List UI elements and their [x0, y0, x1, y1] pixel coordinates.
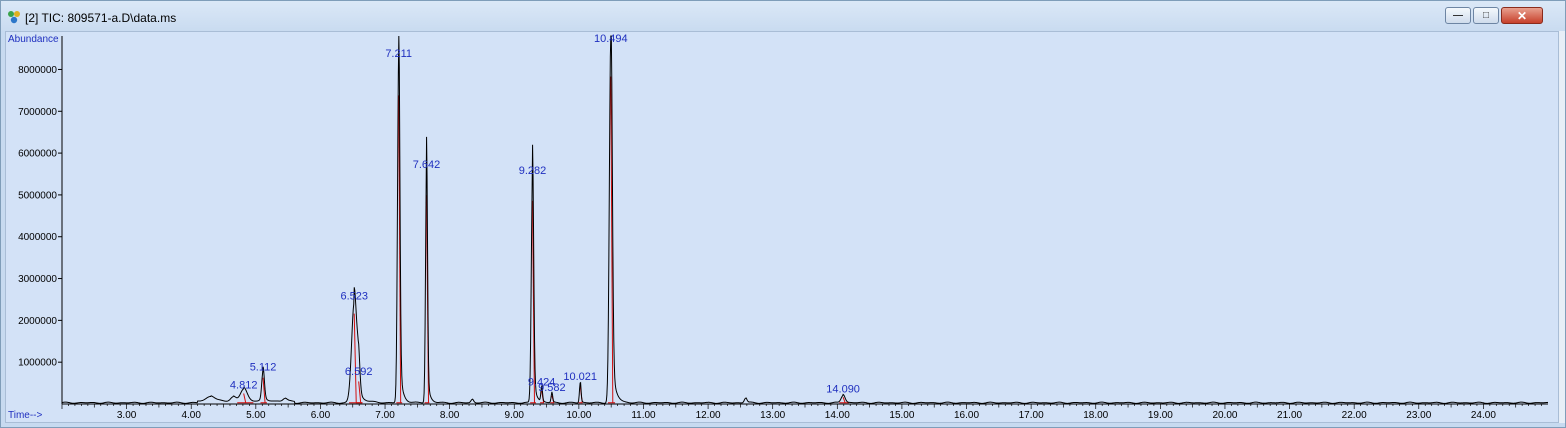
x-axis-label: Time-->	[8, 410, 43, 421]
y-tick-label: 4000000	[18, 232, 57, 243]
peak-label: 10.494	[594, 33, 628, 45]
x-ticks: 3.00 4.00 5.00 6.00 7.00 8.00 9.00 10.00 11.00 12…	[61, 404, 1542, 421]
y-tick-label: 2000000	[18, 316, 57, 327]
integration-mark	[243, 393, 247, 403]
x-tick-label: 20.00	[1212, 410, 1237, 421]
close-button[interactable]: ✕	[1501, 7, 1543, 24]
x-tick-label: 13.00	[760, 410, 785, 421]
x-tick-label: 15.00	[889, 410, 914, 421]
peak-label: 7.642	[413, 159, 441, 171]
peak-labels: 4.812 5.112 6.523 6.592 7.211 7.642 9.282 9.424…	[230, 33, 860, 395]
x-tick-label: 9.00	[505, 410, 525, 421]
x-tick-label: 3.00	[117, 410, 137, 421]
peak-label: 7.211	[385, 48, 412, 60]
x-tick-label: 6.00	[311, 410, 331, 421]
integration-mark	[610, 76, 614, 403]
y-axis-label: Abundance	[8, 34, 59, 45]
peak-label: 4.812	[230, 379, 258, 391]
chromatogram-plot-area[interactable]: Abundance Time--> 1000000 2000000 3000000 4…	[5, 31, 1559, 423]
y-tick-label: 1000000	[18, 358, 57, 369]
x-tick-label: 17.00	[1019, 410, 1044, 421]
integration-mark	[262, 377, 266, 403]
y-tick-label: 3000000	[18, 274, 57, 285]
chemstation-app-icon	[8, 11, 20, 24]
chart-axes	[61, 36, 1548, 405]
peak-label: 9.424	[528, 376, 556, 388]
title-bar[interactable]: [2] TIC: 809571-a.D\data.ms — □ ✕	[1, 1, 1565, 31]
close-icon: ✕	[1516, 8, 1528, 23]
peak-label: 6.523	[340, 291, 368, 303]
integration-mark	[353, 313, 357, 403]
x-tick-label: 19.00	[1148, 410, 1173, 421]
x-tick-label: 10.00	[566, 410, 591, 421]
x-tick-label: 23.00	[1406, 410, 1431, 421]
x-tick-label: 21.00	[1277, 410, 1302, 421]
x-tick-label: 16.00	[954, 410, 979, 421]
maximize-button[interactable]: □	[1473, 7, 1499, 24]
peak-label: 14.090	[826, 383, 860, 395]
integration-mark	[398, 95, 402, 403]
peak-label: 9.582	[538, 382, 566, 394]
maximize-icon: □	[1482, 9, 1490, 21]
peak-label: 5.112	[250, 362, 277, 374]
x-tick-label: 12.00	[696, 410, 721, 421]
peak-label: 9.282	[519, 165, 547, 177]
integration-mark	[358, 381, 362, 403]
integration-marks	[237, 76, 849, 404]
y-tick-label: 5000000	[18, 190, 57, 201]
y-tick-label: 7000000	[18, 107, 57, 118]
x-tick-label: 11.00	[631, 410, 656, 421]
y-tick-label: 8000000	[18, 65, 57, 76]
tic-trace	[61, 35, 1549, 404]
x-tick-label: 24.00	[1471, 410, 1496, 421]
x-tick-label: 8.00	[440, 410, 460, 421]
integration-mark	[531, 200, 535, 403]
minimize-icon: —	[1453, 9, 1463, 21]
right-edge	[1559, 31, 1565, 423]
x-tick-label: 14.00	[825, 410, 850, 421]
peak-label: 10.021	[563, 371, 597, 383]
x-tick-label: 7.00	[375, 410, 395, 421]
peak-label: 6.592	[345, 366, 373, 378]
x-tick-label: 5.00	[246, 410, 266, 421]
window-title: [2] TIC: 809571-a.D\data.ms	[25, 11, 177, 25]
minimize-button[interactable]: —	[1445, 7, 1471, 24]
y-ticks: 1000000 2000000 3000000 4000000 5000000 60000…	[18, 65, 62, 369]
x-tick-label: 22.00	[1342, 410, 1367, 421]
y-tick-label: 6000000	[18, 149, 57, 160]
x-tick-label: 18.00	[1083, 410, 1108, 421]
integration-mark	[842, 397, 846, 403]
x-tick-label: 4.00	[181, 410, 201, 421]
tic-chart: Abundance Time--> 1000000 2000000 3000000 4…	[8, 33, 1549, 421]
